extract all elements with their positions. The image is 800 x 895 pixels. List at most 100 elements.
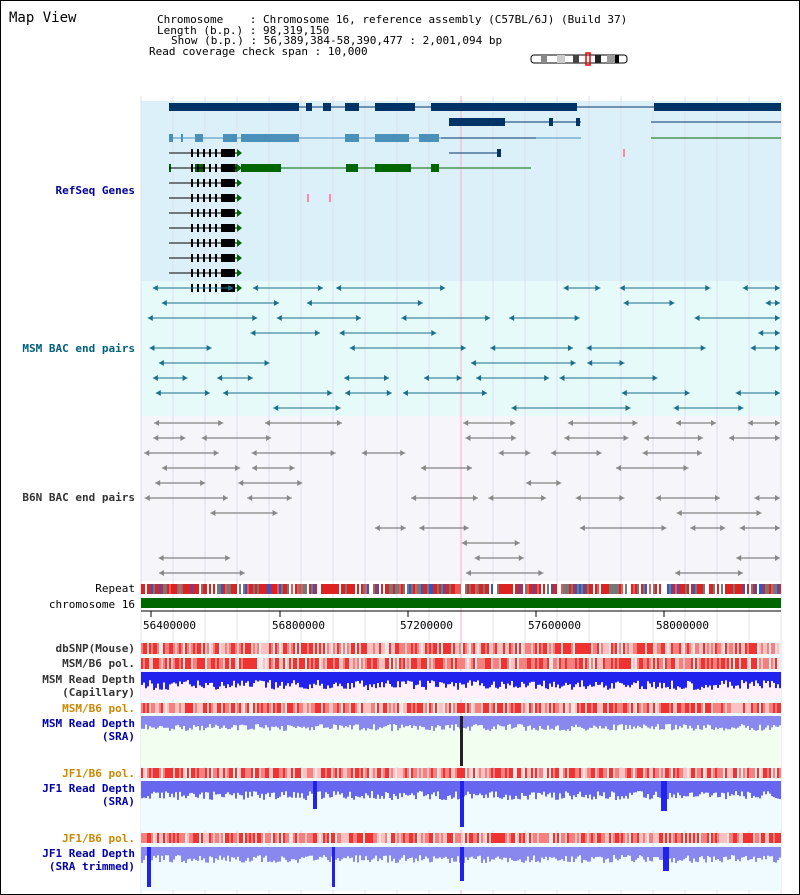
depth-bar xyxy=(697,781,699,797)
depth-bar xyxy=(479,716,481,726)
depth-bar xyxy=(725,847,727,857)
polymorphism-bin xyxy=(549,833,551,843)
bac-end-arrow xyxy=(411,495,417,501)
depth-bar xyxy=(361,716,363,730)
polymorphism-bin xyxy=(743,703,745,713)
polymorphism-bin xyxy=(711,768,713,778)
depth-bar xyxy=(231,716,233,728)
polymorphism-bin xyxy=(259,833,261,843)
repeat-element xyxy=(735,584,737,594)
repeat-element xyxy=(667,584,669,594)
polymorphism-bin xyxy=(743,833,745,843)
polymorphism-bin xyxy=(731,833,733,843)
polymorphism-bin xyxy=(649,703,651,713)
depth-bar xyxy=(495,672,497,688)
depth-bar xyxy=(151,781,153,794)
depth-bar xyxy=(537,781,539,793)
depth-bar xyxy=(411,847,413,858)
polymorphism-bin xyxy=(371,643,373,654)
polymorphism-bin xyxy=(555,768,557,778)
repeat-element xyxy=(739,584,741,594)
polymorphism-bin xyxy=(377,643,379,654)
depth-bar xyxy=(309,847,311,856)
depth-bar xyxy=(605,781,607,799)
depth-bar xyxy=(255,672,257,681)
depth-bar xyxy=(511,672,513,681)
polymorphism-bin xyxy=(717,703,719,713)
depth-bar xyxy=(757,716,759,731)
polymorphism-bin xyxy=(617,658,619,669)
polymorphism-bin xyxy=(767,643,769,654)
polymorphism-bin xyxy=(759,703,761,713)
depth-bar xyxy=(523,781,525,796)
repeat-element xyxy=(673,584,675,594)
gene-exon xyxy=(221,224,223,232)
polymorphism-bin xyxy=(375,703,377,713)
polymorphism-bin xyxy=(727,833,729,843)
depth-bar xyxy=(449,672,451,685)
depth-bar xyxy=(571,781,573,800)
polymorphism-bin xyxy=(421,658,423,669)
depth-bar xyxy=(245,847,247,861)
polymorphism-bin xyxy=(607,768,609,778)
depth-bar xyxy=(609,781,611,797)
polymorphism-bin xyxy=(559,768,561,778)
depth-bar xyxy=(625,781,627,796)
polymorphism-bin xyxy=(261,658,263,669)
depth-bar xyxy=(715,847,717,860)
repeat-element xyxy=(291,584,293,594)
polymorphism-bin xyxy=(569,703,571,713)
repeat-element xyxy=(627,584,629,594)
polymorphism-bin xyxy=(155,768,157,778)
depth-bar xyxy=(723,672,725,684)
repeat-element xyxy=(287,584,289,594)
polymorphism-bin xyxy=(501,703,503,713)
depth-bar xyxy=(345,672,347,689)
gene-exon xyxy=(346,164,358,172)
polymorphism-bin xyxy=(515,768,517,778)
polymorphism-bin xyxy=(409,658,411,669)
depth-bar xyxy=(305,781,307,800)
depth-bar xyxy=(747,672,749,689)
polymorphism-bin xyxy=(437,643,439,654)
polymorphism-bin xyxy=(347,658,349,669)
bac-end-arrow xyxy=(675,570,681,576)
repeat-element xyxy=(511,584,513,594)
depth-bar xyxy=(227,716,229,730)
repeat-element xyxy=(195,584,197,594)
gene-exon xyxy=(215,179,217,187)
polymorphism-bin xyxy=(175,768,177,778)
repeat-element xyxy=(227,584,229,594)
depth-bar xyxy=(623,847,625,858)
polymorphism-bin xyxy=(667,768,669,778)
repeat-element xyxy=(433,584,435,594)
polymorphism-bin xyxy=(625,703,627,713)
depth-bar xyxy=(175,781,177,793)
gene-exon xyxy=(203,149,205,157)
polymorphism-bin xyxy=(411,833,413,843)
polymorphism-bin xyxy=(159,703,161,713)
polymorphism-bin xyxy=(331,768,333,778)
polymorphism-bin xyxy=(697,658,699,669)
depth-bar xyxy=(253,847,255,857)
depth-bar xyxy=(163,672,165,683)
depth-bar xyxy=(307,716,309,728)
polymorphism-bin xyxy=(561,658,563,669)
depth-bar xyxy=(593,781,595,797)
depth-bar xyxy=(329,716,331,730)
bac-end-arrow xyxy=(144,495,150,501)
polymorphism-bin xyxy=(715,703,717,713)
polymorphism-bin xyxy=(299,768,301,778)
polymorphism-bin xyxy=(401,768,403,778)
depth-bar xyxy=(433,716,435,731)
depth-bar xyxy=(419,847,421,856)
bac-end-arrow xyxy=(567,345,573,351)
polymorphism-bin xyxy=(357,658,359,669)
depth-bar xyxy=(635,847,637,860)
polymorphism-bin xyxy=(265,703,267,713)
polymorphism-bin xyxy=(275,768,277,778)
depth-bar xyxy=(147,781,149,797)
depth-bar xyxy=(553,672,555,682)
polymorphism-bin xyxy=(417,833,419,843)
